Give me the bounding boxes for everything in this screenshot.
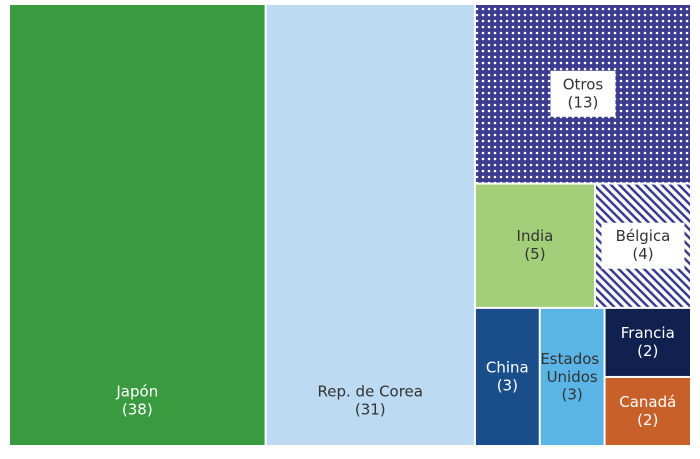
tile [266, 5, 474, 445]
value-label: (4) [632, 245, 653, 263]
value-label: (2) [637, 342, 658, 360]
tile [475, 308, 539, 445]
tile-label: India [517, 227, 554, 245]
value-label: (5) [524, 245, 545, 263]
label-box [550, 70, 616, 117]
value-label: (13) [568, 93, 599, 111]
tile-label: Rep. de Corea [318, 383, 423, 401]
tile [540, 308, 604, 445]
value-label: (3) [497, 376, 518, 394]
value-label: (38) [122, 401, 153, 419]
tile [10, 5, 265, 445]
tile-label: Otros [563, 75, 604, 93]
tile-label: Francia [621, 324, 675, 342]
tile [475, 184, 594, 307]
label-box [601, 222, 685, 269]
value-label: (2) [637, 411, 658, 429]
value-label: (31) [355, 401, 386, 419]
tile-label: Bélgica [616, 227, 671, 245]
tile [605, 377, 690, 445]
value-label: (3) [562, 385, 583, 403]
tile-label: Japón [115, 383, 158, 401]
tile [605, 308, 690, 376]
tile-label: Canadá [619, 393, 676, 411]
tile-label: China [486, 358, 529, 376]
tile-label: Estados Unidos [540, 349, 604, 385]
